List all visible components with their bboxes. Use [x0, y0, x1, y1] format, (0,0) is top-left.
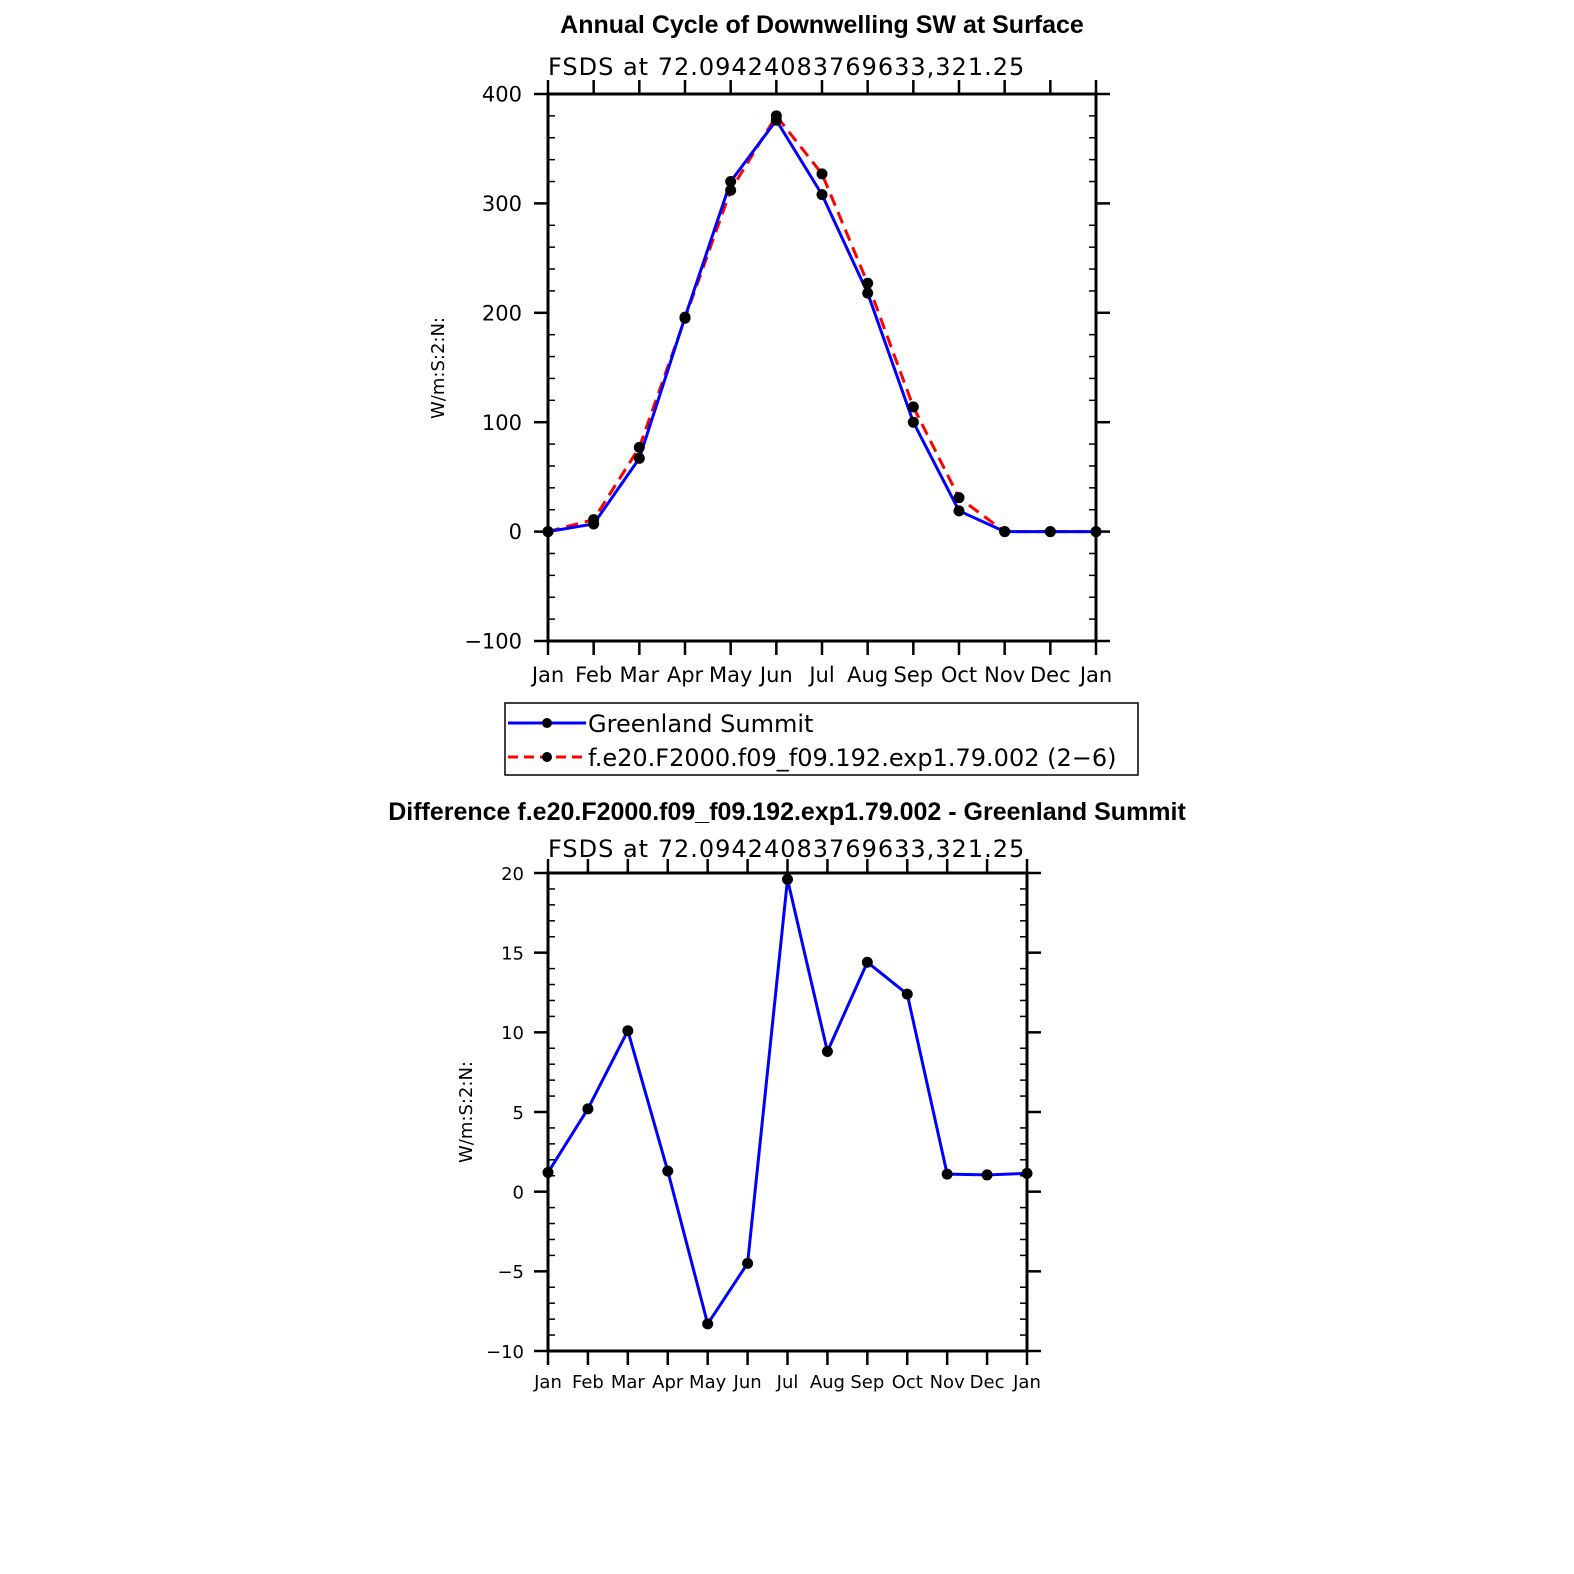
series-point	[901, 988, 913, 1000]
y-tick-label: 15	[501, 944, 524, 965]
bottom-chart-subtitle: FSDS at 72.09424083769633,321.25	[548, 835, 1025, 863]
series-point	[702, 1318, 714, 1330]
x-tick-label: Oct	[892, 1372, 923, 1393]
series-point	[816, 168, 828, 180]
top-chart-title: Annual Cycle of Downwelling SW at Surfac…	[560, 11, 1084, 39]
x-tick-label: Jul	[776, 1372, 799, 1393]
series-point	[725, 184, 737, 196]
legend-label-greenland: Greenland Summit	[588, 710, 813, 738]
x-tick-label: Aug	[847, 663, 888, 687]
series-point	[907, 416, 919, 428]
top-chart-ylabel: W/m:S:2:N:	[428, 317, 449, 419]
x-tick-label: Mar	[620, 663, 660, 687]
series-point	[770, 110, 782, 122]
legend-marker-greenland	[542, 718, 552, 728]
top-chart-series	[542, 110, 1102, 538]
y-tick-label: 200	[482, 301, 522, 325]
legend: Greenland Summit f.e20.F2000.f09_f09.192…	[504, 702, 1139, 776]
x-tick-label: Nov	[930, 1372, 965, 1393]
x-tick-label: Jan	[533, 1372, 562, 1393]
x-tick-label: Feb	[575, 663, 612, 687]
y-tick-label: 20	[501, 864, 524, 885]
bottom-chart-tick-labels: Jan Feb Mar Apr May Jun Jul Aug Sep Oct Nov Dec Jan−…	[486, 864, 1041, 1393]
series-point	[862, 277, 874, 289]
x-tick-label: Dec	[1030, 663, 1071, 687]
bottom-chart-frame	[546, 871, 1029, 1353]
series-point	[662, 1165, 674, 1177]
series-point	[861, 956, 873, 968]
series-point	[588, 514, 600, 526]
x-tick-label: Aug	[810, 1372, 845, 1393]
x-tick-label: Jan	[1012, 1372, 1041, 1393]
bottom-chart-ylabel: W/m:S:2:N:	[456, 1061, 477, 1163]
x-tick-label: May	[689, 1372, 727, 1393]
y-tick-label: 400	[482, 83, 522, 107]
series-point	[999, 526, 1011, 538]
legend-box	[504, 702, 1139, 776]
x-tick-label: Oct	[941, 663, 977, 687]
series-point	[981, 1169, 993, 1181]
y-tick-label: 10	[501, 1023, 524, 1044]
y-tick-label: 5	[513, 1103, 524, 1124]
x-tick-label: Jan	[530, 663, 564, 687]
top-chart-frame	[546, 92, 1098, 643]
series-point	[821, 1045, 833, 1057]
series-point	[622, 1025, 634, 1037]
series-point	[582, 1103, 594, 1115]
series-point	[633, 441, 645, 453]
top-chart-tick-labels: Jan Feb Mar Apr May Jun Jul Aug Sep Oct Nov Dec Jan−…	[464, 83, 1112, 687]
x-tick-label: Jan	[1078, 663, 1112, 687]
series-point	[953, 505, 965, 517]
y-tick-label: −5	[497, 1262, 524, 1283]
x-tick-label: Nov	[984, 663, 1025, 687]
y-tick-label: 300	[482, 192, 522, 216]
series-line	[546, 877, 1028, 1326]
series-point	[816, 189, 828, 201]
y-tick-label: 0	[509, 520, 522, 544]
top-chart: Annual Cycle of Downwelling SW at Surfac…	[428, 11, 1112, 687]
x-tick-label: Jul	[807, 663, 834, 687]
x-tick-label: Dec	[970, 1372, 1005, 1393]
bottom-chart-series	[542, 873, 1033, 1330]
x-tick-label: Jun	[758, 663, 793, 687]
x-tick-label: Jun	[733, 1372, 762, 1393]
y-tick-label: −10	[486, 1342, 524, 1363]
x-tick-label: Feb	[572, 1372, 604, 1393]
series-point	[953, 492, 965, 504]
series-point	[907, 401, 919, 413]
bottom-chart-axes	[534, 859, 1041, 1365]
series-point	[725, 176, 737, 188]
series-point	[679, 312, 691, 324]
x-tick-label: Sep	[894, 663, 934, 687]
legend-label-model: f.e20.F2000.f09_f09.192.exp1.79.002 (2−6…	[588, 744, 1116, 772]
y-tick-label: −100	[464, 630, 522, 654]
y-tick-label: 100	[482, 411, 522, 435]
series-point	[633, 452, 645, 464]
bottom-chart: Difference f.e20.F2000.f09_f09.192.exp1.…	[388, 798, 1186, 1393]
y-tick-label: 0	[513, 1183, 524, 1204]
x-tick-label: May	[709, 663, 752, 687]
series-point	[1044, 526, 1056, 538]
top-chart-subtitle: FSDS at 72.09424083769633,321.25	[548, 53, 1025, 81]
series-point	[742, 1257, 754, 1269]
series-point	[862, 287, 874, 299]
legend-marker-model	[542, 752, 552, 762]
series-point	[782, 873, 793, 885]
top-chart-axes	[534, 80, 1110, 655]
series-point	[941, 1168, 953, 1180]
x-tick-label: Apr	[652, 1372, 684, 1393]
series-line	[547, 118, 1096, 534]
x-tick-label: Sep	[850, 1372, 884, 1393]
bottom-chart-title: Difference f.e20.F2000.f09_f09.192.exp1.…	[388, 798, 1186, 826]
x-tick-label: Apr	[667, 663, 704, 687]
x-tick-label: Mar	[611, 1372, 646, 1393]
